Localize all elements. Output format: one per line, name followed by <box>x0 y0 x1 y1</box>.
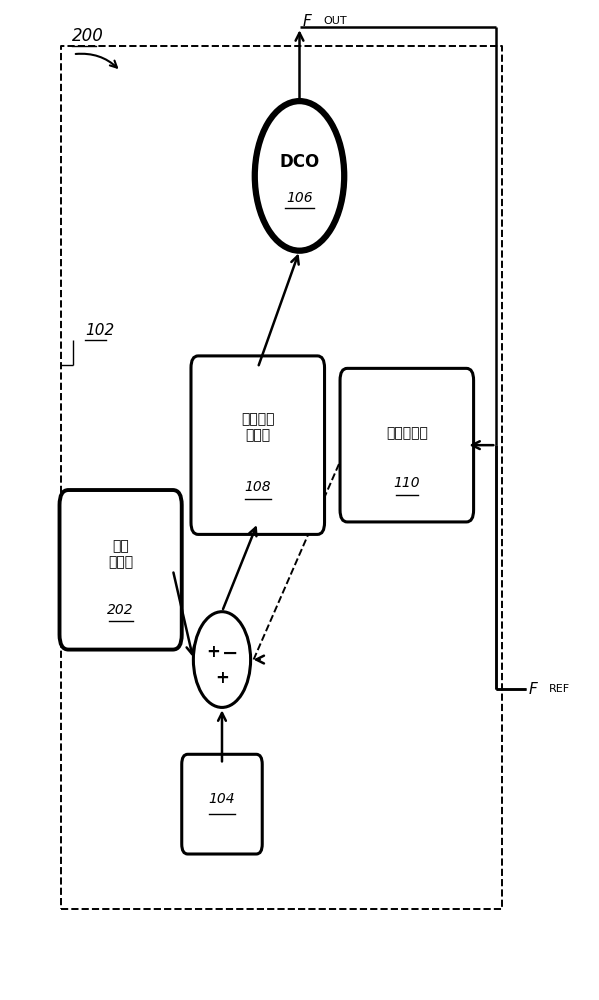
Text: 110: 110 <box>394 476 420 490</box>
Text: 202: 202 <box>107 603 134 617</box>
Text: 频率计数器: 频率计数器 <box>386 426 428 440</box>
Text: DCO: DCO <box>279 153 320 171</box>
Text: REF: REF <box>549 684 570 694</box>
Text: OUT: OUT <box>323 16 347 26</box>
Text: 200: 200 <box>72 27 104 45</box>
Text: F: F <box>529 682 538 697</box>
Text: F: F <box>302 14 311 29</box>
Text: −: − <box>222 644 238 663</box>
FancyBboxPatch shape <box>59 490 181 650</box>
FancyBboxPatch shape <box>340 368 474 522</box>
Text: 106: 106 <box>286 191 313 205</box>
FancyBboxPatch shape <box>181 754 262 854</box>
Text: +: + <box>215 669 229 687</box>
Text: +: + <box>207 643 220 661</box>
Text: 数字环路
滤波器: 数字环路 滤波器 <box>241 412 274 442</box>
Circle shape <box>193 612 250 707</box>
Text: 102: 102 <box>85 323 114 338</box>
Text: 108: 108 <box>244 480 271 494</box>
Text: 104: 104 <box>208 792 235 806</box>
Text: 随机
生成器: 随机 生成器 <box>108 539 133 569</box>
Circle shape <box>255 101 344 251</box>
FancyBboxPatch shape <box>191 356 325 534</box>
